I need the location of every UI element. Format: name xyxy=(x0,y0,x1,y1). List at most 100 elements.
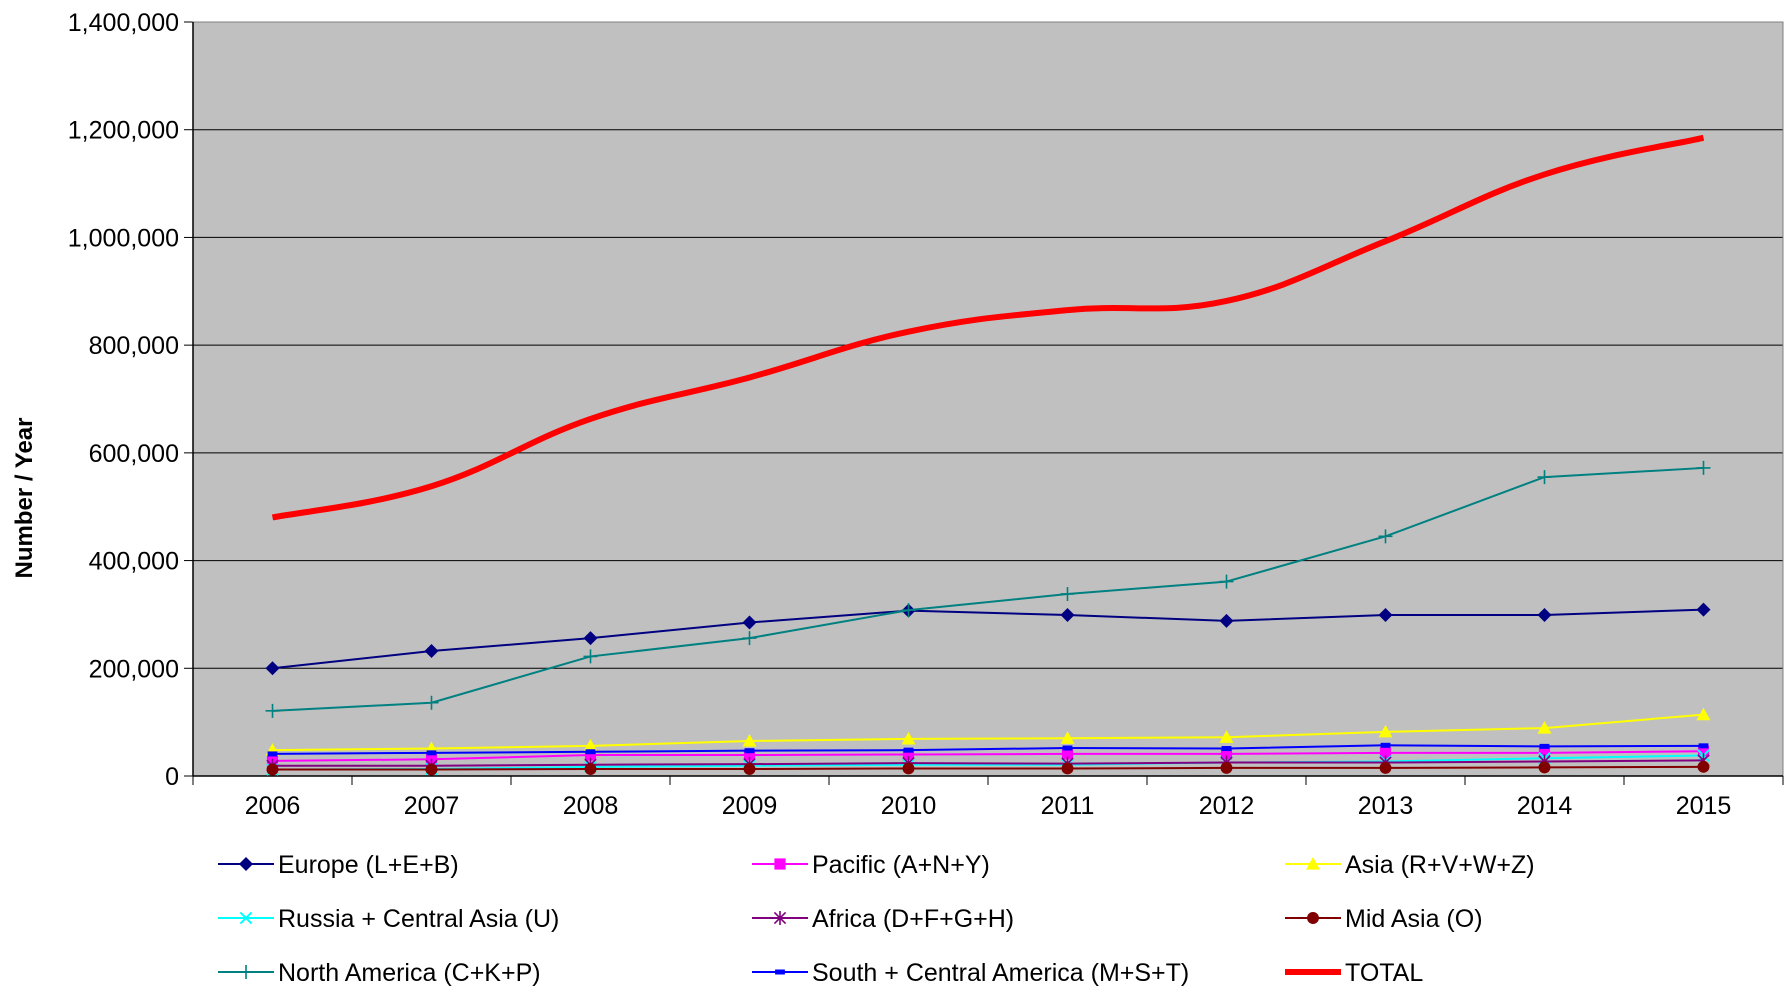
legend-label: North America (C+K+P) xyxy=(278,959,541,986)
data-point xyxy=(425,763,438,776)
data-point xyxy=(1537,607,1552,622)
y-axis-title: Number / Year xyxy=(11,418,38,579)
data-point xyxy=(901,603,916,618)
data-point xyxy=(743,763,756,775)
data-point xyxy=(1537,470,1552,485)
x-tick-label: 2014 xyxy=(1517,792,1573,820)
data-point xyxy=(265,661,280,676)
legend-label: TOTAL xyxy=(1345,959,1423,986)
series-1 xyxy=(265,602,1711,676)
series-line xyxy=(272,466,1704,712)
x-tick-label: 2015 xyxy=(1676,792,1732,820)
x-tick-label: 2010 xyxy=(881,792,937,820)
legend-item: Asia (R+V+W+Z) xyxy=(1285,851,1535,879)
legend-label: Pacific (A+N+Y) xyxy=(812,851,990,879)
series-7 xyxy=(265,460,1711,718)
data-point xyxy=(585,749,596,755)
x-tick-label: 2007 xyxy=(404,792,460,820)
legend-item: Europe (L+E+B) xyxy=(218,851,459,879)
plot-background xyxy=(193,22,1783,776)
data-point xyxy=(773,911,787,925)
data-point xyxy=(1538,747,1551,759)
data-point xyxy=(239,965,253,979)
y-tick-label: 1,000,000 xyxy=(68,224,179,252)
data-point xyxy=(902,748,915,761)
data-point xyxy=(1379,747,1392,759)
data-point xyxy=(1062,745,1073,751)
data-point xyxy=(1378,529,1393,544)
legend-label: Europe (L+E+B) xyxy=(278,851,459,879)
legend-item: Africa (D+F+G+H) xyxy=(752,905,1014,933)
data-point xyxy=(1060,607,1075,622)
data-point xyxy=(775,969,785,975)
data-point xyxy=(742,733,757,747)
data-point xyxy=(584,763,597,775)
data-point xyxy=(742,615,757,630)
legend-item: TOTAL xyxy=(1285,959,1423,986)
data-point xyxy=(1696,707,1711,721)
plot-area xyxy=(193,22,1783,776)
data-point xyxy=(1219,613,1234,628)
series-line xyxy=(272,759,1704,767)
y-tick-label: 1,400,000 xyxy=(68,9,179,37)
x-tick-label: 2013 xyxy=(1358,792,1414,820)
data-point xyxy=(584,749,597,761)
legend-item: Pacific (A+N+Y) xyxy=(752,851,990,879)
data-point xyxy=(1061,748,1074,760)
legend-item: North America (C+K+P) xyxy=(218,959,541,986)
data-point xyxy=(1306,857,1320,870)
y-tick-label: 800,000 xyxy=(89,332,179,360)
legend-label: Africa (D+F+G+H) xyxy=(812,905,1014,933)
data-point xyxy=(424,644,439,659)
legend-label: Asia (R+V+W+Z) xyxy=(1345,851,1535,879)
data-point xyxy=(1221,746,1232,752)
data-point xyxy=(742,631,757,646)
x-tick-label: 2011 xyxy=(1041,792,1095,820)
x-tick-label: 2008 xyxy=(563,792,619,820)
x-tick-label: 2012 xyxy=(1199,792,1255,820)
series-9 xyxy=(271,134,1705,521)
data-point xyxy=(1220,748,1233,760)
legend-label: Mid Asia (O) xyxy=(1345,905,1483,933)
series-line xyxy=(272,754,1704,771)
data-point xyxy=(1697,745,1710,757)
series-line xyxy=(272,608,1704,670)
legend-label: Russia + Central Asia (U) xyxy=(278,905,559,933)
data-point xyxy=(583,631,598,646)
data-point xyxy=(1698,743,1709,749)
data-point xyxy=(1696,602,1711,617)
data-series xyxy=(265,134,1711,776)
y-tick-label: 200,000 xyxy=(89,655,179,683)
data-point xyxy=(1539,743,1550,749)
legend: Europe (L+E+B) Pacific (A+N+Y) Asia (R+V+W… xyxy=(218,851,1535,986)
data-point xyxy=(1061,762,1074,775)
data-point xyxy=(265,703,280,718)
data-point xyxy=(239,857,253,871)
data-point xyxy=(1378,724,1393,738)
data-point xyxy=(1307,912,1319,924)
data-point xyxy=(1380,742,1391,748)
data-point xyxy=(743,749,756,761)
data-point xyxy=(1697,760,1710,773)
data-point xyxy=(583,649,598,664)
data-point xyxy=(1219,730,1234,743)
data-point xyxy=(1060,731,1075,744)
legend-item: South + Central America (M+S+T) xyxy=(752,959,1189,986)
y-tick-label: 600,000 xyxy=(89,440,179,468)
data-point xyxy=(1537,721,1552,734)
data-point xyxy=(1696,460,1711,475)
data-point xyxy=(744,748,755,754)
data-point xyxy=(1538,761,1551,774)
data-point xyxy=(583,738,598,752)
data-point xyxy=(1219,574,1234,589)
y-tick-label: 0 xyxy=(165,763,179,791)
data-point xyxy=(1060,586,1075,601)
y-tick-label: 400,000 xyxy=(89,548,179,576)
data-point xyxy=(426,750,437,756)
data-point xyxy=(902,762,915,775)
series-3 xyxy=(265,707,1711,756)
axes: 0 200,000 400,000 600,000 800,000 1,000,000 1,… xyxy=(68,9,1784,820)
data-point xyxy=(901,731,916,745)
series-line xyxy=(272,750,1704,762)
